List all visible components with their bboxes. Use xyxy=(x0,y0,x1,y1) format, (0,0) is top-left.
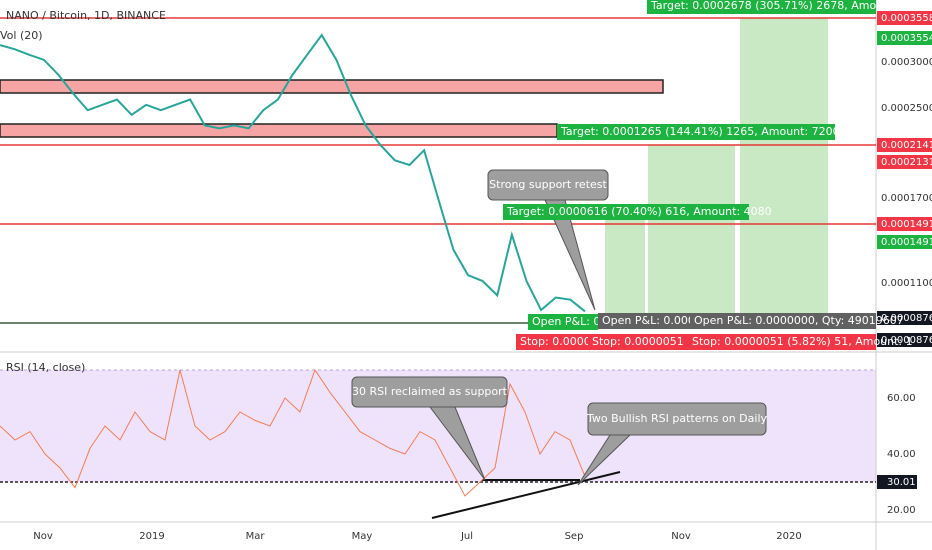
position-label: Stop: 0.0000 xyxy=(520,335,591,348)
price-label: 0.0000876 xyxy=(881,335,932,346)
callout-text: Two Bullish RSI patterns on Daily xyxy=(586,412,768,425)
resistance-zone xyxy=(0,123,558,138)
price-label: 0.0001491 xyxy=(881,219,932,230)
price-tag xyxy=(877,333,932,347)
time-label: 2020 xyxy=(776,531,801,542)
rsi-axis-label: 20.00 xyxy=(887,505,916,516)
callout-text: Strong support retest xyxy=(489,178,607,191)
target-zone xyxy=(648,145,735,318)
resistance-zone xyxy=(0,79,664,94)
time-label: May xyxy=(352,531,373,542)
rsi-axis-label: 30.01 xyxy=(887,477,916,488)
callout-box xyxy=(487,169,609,201)
callout-box xyxy=(351,376,508,408)
time-label: Nov xyxy=(671,531,691,542)
position-label: Open P&L: 0 xyxy=(532,315,600,328)
price-label: 0.0002131 xyxy=(881,157,932,168)
position-tag xyxy=(647,0,876,14)
position-tag xyxy=(598,313,690,329)
rsi-axis-label: 60.00 xyxy=(887,393,916,404)
price-label: 0.0001700 xyxy=(881,193,932,204)
price-label: 0.0002500 xyxy=(881,103,932,114)
rsi-line xyxy=(0,368,601,497)
volume-label: Vol (20) xyxy=(0,29,43,42)
time-label: Nov xyxy=(33,531,53,542)
price-tag xyxy=(877,217,932,231)
callout-text: 30 RSI reclaimed as support xyxy=(352,385,508,398)
price-tag xyxy=(877,138,932,152)
position-tag xyxy=(688,334,876,350)
position-tag xyxy=(557,124,835,140)
position-tag xyxy=(516,334,588,350)
target-zone xyxy=(605,205,645,318)
time-label: Jul xyxy=(460,531,473,542)
callout-box xyxy=(587,402,767,436)
position-tag xyxy=(528,314,598,330)
position-label: Target: 0.0002678 (305.71%) 2678, Amount… xyxy=(650,0,898,12)
position-tag xyxy=(503,204,749,220)
price-tag xyxy=(877,11,932,25)
rsi-label: RSI (14, close) xyxy=(6,361,85,374)
price-tag xyxy=(877,235,932,249)
position-label: Open P&L: 0.0000 xyxy=(602,314,702,327)
price-label: 0.0000876 xyxy=(881,313,932,324)
price-tag xyxy=(877,155,932,169)
rsi-tag xyxy=(877,475,917,489)
position-label: Target: 0.0000616 (70.40%) 616, Amount: … xyxy=(506,205,772,218)
price-label: 0.0003000 xyxy=(881,57,932,68)
price-tag xyxy=(877,31,932,45)
position-label: Target: 0.0001265 (144.41%) 1265, Amount… xyxy=(560,125,857,138)
position-label: Stop: 0.0000051 ( xyxy=(592,335,691,348)
price-tag xyxy=(877,311,932,325)
time-label: Sep xyxy=(565,531,584,542)
rsi-axis-label: 40.00 xyxy=(887,449,916,460)
position-tag xyxy=(588,334,688,350)
price-label: 0.0001100 xyxy=(881,278,932,289)
target-zone xyxy=(740,18,828,318)
position-tag xyxy=(690,313,876,329)
price-label: 0.0001491 xyxy=(881,237,932,248)
price-line xyxy=(0,33,586,313)
trend-line xyxy=(431,471,621,519)
position-label: Stop: 0.0000051 (5.82%) 51, Amount: 1 xyxy=(692,335,913,348)
price-label: 0.0002141 xyxy=(881,140,932,151)
price-label: 0.0003554 xyxy=(881,33,932,44)
position-label: Open P&L: 0.0000000, Qty: 49019607 xyxy=(694,314,904,327)
time-label: 2019 xyxy=(139,531,164,542)
time-label: Mar xyxy=(246,531,266,542)
symbol-title: NANO / Bitcoin, 1D, BINANCE xyxy=(6,9,166,22)
price-label: 0.0003558 xyxy=(881,13,932,24)
